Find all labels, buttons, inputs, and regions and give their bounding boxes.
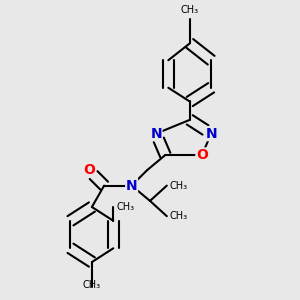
Text: N: N	[150, 127, 162, 141]
Text: O: O	[83, 163, 95, 177]
Text: CH₃: CH₃	[169, 181, 188, 190]
Text: N: N	[206, 127, 217, 141]
Text: O: O	[196, 148, 208, 162]
Text: CH₃: CH₃	[83, 280, 101, 290]
Text: CH₃: CH₃	[181, 5, 199, 15]
Text: CH₃: CH₃	[116, 202, 134, 212]
Text: CH₃: CH₃	[169, 211, 188, 221]
Text: N: N	[126, 178, 137, 193]
